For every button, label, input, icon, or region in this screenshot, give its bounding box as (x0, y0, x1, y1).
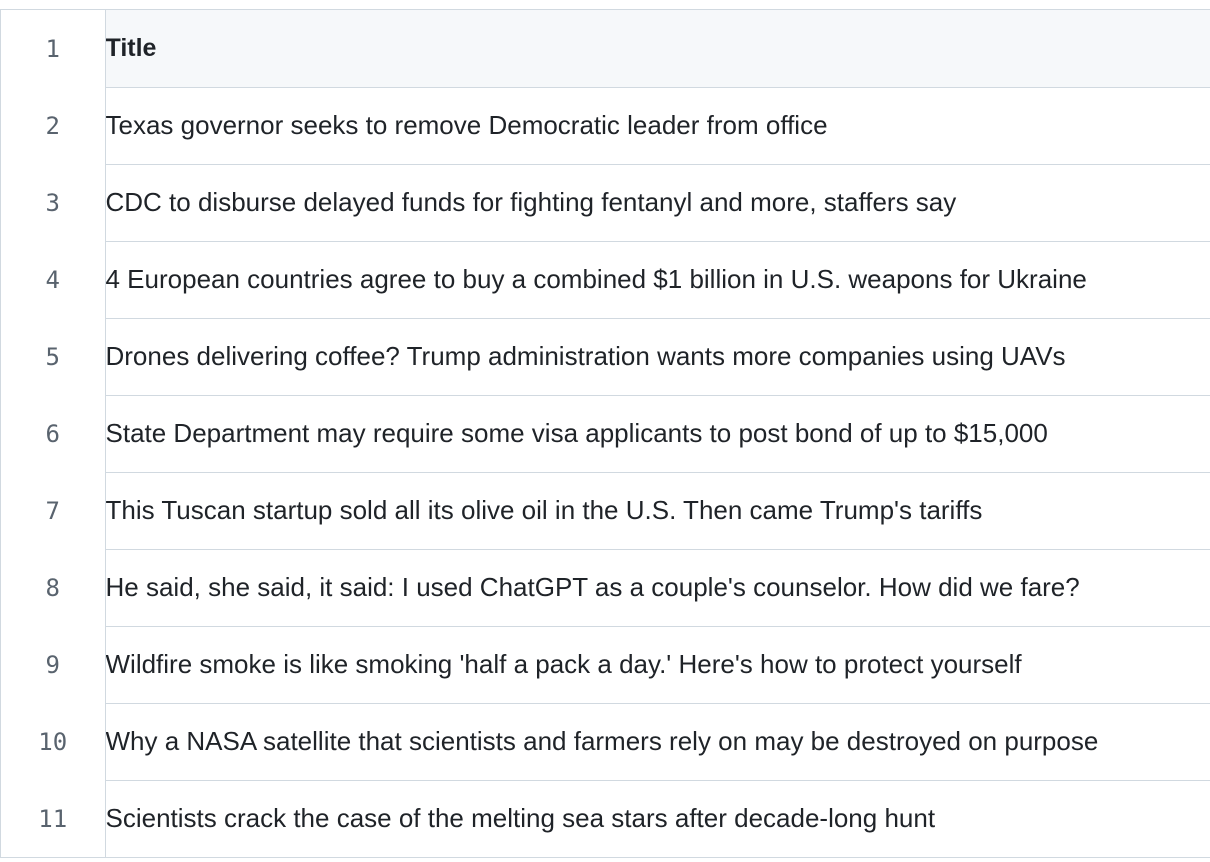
line-number[interactable]: 9 (1, 626, 106, 703)
csv-table: 1 Title 2 Texas governor seeks to remove… (1, 10, 1210, 857)
table-row: 7 This Tuscan startup sold all its olive… (1, 472, 1210, 550)
table-cell: Why a NASA satellite that scientists and… (105, 703, 1210, 781)
table-cell: CDC to disburse delayed funds for fighti… (105, 164, 1210, 242)
table-row: 3 CDC to disburse delayed funds for figh… (1, 164, 1210, 242)
line-number[interactable]: 1 (1, 10, 106, 87)
csv-table-container: 1 Title 2 Texas governor seeks to remove… (0, 9, 1210, 858)
line-number[interactable]: 6 (1, 395, 106, 472)
table-cell: Wildfire smoke is like smoking 'half a p… (105, 626, 1210, 704)
table-row: 8 He said, she said, it said: I used Cha… (1, 549, 1210, 627)
table-cell: Scientists crack the case of the melting… (105, 803, 936, 834)
table-row: 11 Scientists crack the case of the melt… (1, 780, 1210, 857)
table-cell: State Department may require some visa a… (105, 395, 1210, 473)
table-row: 10 Why a NASA satellite that scientists … (1, 703, 1210, 781)
column-header-title: Title (105, 10, 1210, 88)
table-row: 5 Drones delivering coffee? Trump admini… (1, 318, 1210, 396)
table-cell: Texas governor seeks to remove Democrati… (105, 87, 1210, 165)
table-cell: This Tuscan startup sold all its olive o… (105, 472, 1210, 550)
table-row: 6 State Department may require some visa… (1, 395, 1210, 473)
table-cell: He said, she said, it said: I used ChatG… (105, 549, 1210, 627)
line-number[interactable]: 3 (1, 164, 106, 241)
table-header-row: 1 Title (1, 10, 1210, 88)
line-number[interactable]: 2 (1, 87, 106, 164)
line-number[interactable]: 11 (1, 780, 106, 857)
table-cell: Drones delivering coffee? Trump administ… (105, 318, 1210, 396)
table-row: 9 Wildfire smoke is like smoking 'half a… (1, 626, 1210, 704)
line-number[interactable]: 5 (1, 318, 106, 395)
line-number[interactable]: 7 (1, 472, 106, 549)
line-number[interactable]: 4 (1, 241, 106, 318)
table-row: 4 4 European countries agree to buy a co… (1, 241, 1210, 319)
line-number[interactable]: 10 (1, 703, 106, 780)
line-number[interactable]: 8 (1, 549, 106, 626)
table-row: 2 Texas governor seeks to remove Democra… (1, 87, 1210, 165)
table-cell: 4 European countries agree to buy a comb… (105, 241, 1210, 319)
